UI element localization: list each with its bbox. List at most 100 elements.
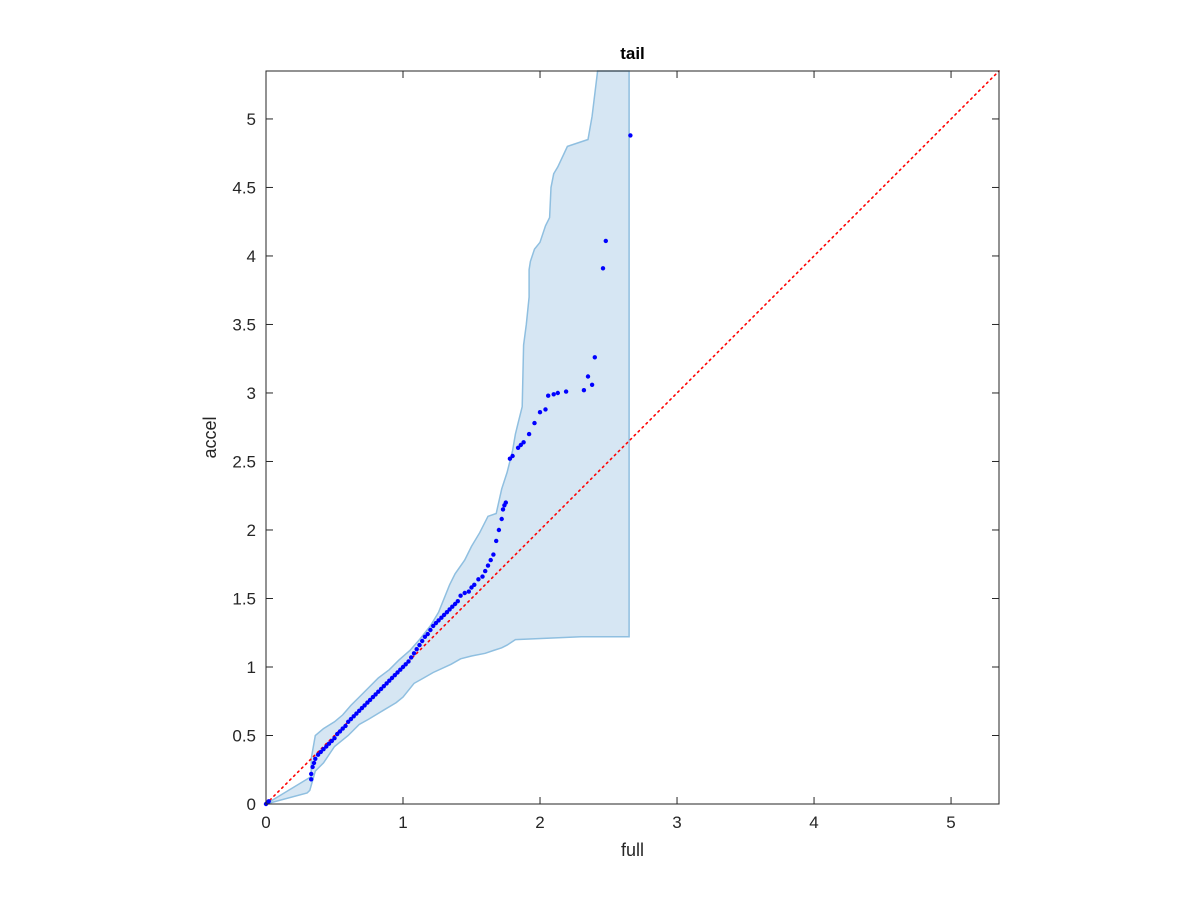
y-tick-label: 4.5 [232,178,256,197]
y-tick-label: 5 [247,110,256,129]
data-point [357,708,362,713]
data-point [563,389,569,394]
data-point [392,673,397,678]
data-point [499,516,504,522]
y-tick-label: 3.5 [232,315,256,334]
data-point [343,723,348,729]
data-point [436,618,441,623]
data-point [439,615,444,620]
data-point [551,392,556,397]
data-point [313,756,318,761]
data-point [354,711,359,716]
data-point [510,453,515,459]
data-point [452,601,458,607]
data-point [337,729,343,734]
data-point [318,749,323,755]
data-point [329,738,334,744]
data-point [428,627,433,633]
data-point [321,747,326,752]
data-point [326,741,332,746]
y-tick-label: 2 [247,521,256,540]
data-point [362,703,367,708]
data-point [455,599,460,604]
data-point [311,760,317,766]
data-point [335,731,340,737]
data-point [266,799,271,804]
y-tick-label: 2.5 [232,452,256,471]
data-point [431,623,436,629]
data-point [589,382,595,387]
data-point [370,694,376,700]
data-point [365,700,370,705]
reference-line [265,70,1000,805]
data-point [483,568,488,574]
data-point [581,388,587,393]
x-tick-label: 1 [398,813,407,832]
data-point [400,664,406,670]
data-point [469,585,474,590]
data-point [532,420,537,426]
data-point [537,410,543,415]
data-point [373,692,378,697]
data-point [359,705,365,711]
data-point [555,390,560,396]
data-point [515,445,521,450]
data-point [384,681,389,686]
x-tick-label: 5 [946,813,955,832]
data-point [389,675,395,681]
data-point [488,557,493,563]
data-point [472,582,477,587]
data-point [409,655,414,660]
y-axis-label: accel [200,416,220,458]
data-point [494,538,499,544]
data-point [403,662,408,667]
data-point [387,678,392,683]
data-point [378,686,384,692]
data-point [348,716,354,722]
y-tick-label: 3 [247,384,256,403]
data-point [447,607,452,612]
x-tick-label: 0 [261,813,270,832]
y-tick-label: 4 [247,247,256,266]
data-point [476,577,481,582]
data-point [466,589,471,594]
data-point [414,647,419,652]
data-point [332,736,337,741]
data-point [346,719,351,724]
y-tick-label: 1 [247,658,256,677]
x-tick-label: 2 [535,813,544,832]
data-point [507,456,513,461]
data-point [500,507,506,512]
y-tick-label: 0 [247,795,256,814]
data-point [628,133,633,138]
data-point [309,777,314,782]
data-point [592,355,597,360]
data-point [485,563,491,568]
data-point [425,631,430,637]
data-point [376,689,381,694]
data-point [351,714,356,719]
data-point [411,651,417,656]
x-axis-label: full [621,840,644,860]
data-point [367,697,373,703]
data-point [462,590,467,596]
data-point [518,442,523,448]
x-tick-label: 4 [809,813,818,832]
data-point [381,684,386,689]
data-point [398,667,403,672]
confidence-band [265,70,630,805]
data-point [458,593,463,598]
x-tick-label: 3 [672,813,681,832]
data-point [526,431,532,437]
data-point [444,610,450,615]
data-point [543,407,548,412]
data-point [480,574,485,579]
data-point [315,752,321,757]
chart-title: tail [620,44,645,63]
data-point [324,744,329,749]
data-point [395,670,400,675]
data-point [503,500,508,505]
data-point [603,238,608,244]
data-point [406,659,411,664]
